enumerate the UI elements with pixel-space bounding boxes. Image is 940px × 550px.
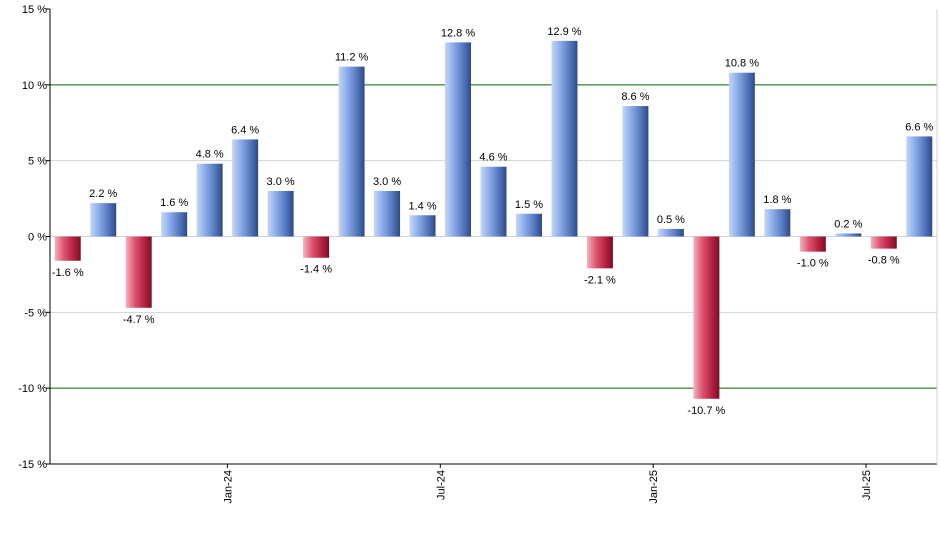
data-label-25: 6.6 %: [905, 121, 933, 133]
data-label-9: 11.2 %: [335, 52, 369, 64]
data-label-18: 0.5 %: [657, 214, 685, 226]
data-label-2: 2.2 %: [89, 188, 117, 200]
bar-20: [728, 72, 755, 237]
data-label-19: -10.7 %: [687, 405, 725, 417]
data-label-24: -0.8 %: [868, 255, 900, 267]
bar-16: [586, 236, 613, 269]
bar-3: [125, 236, 152, 308]
y-tick-label: -10 %: [18, 383, 47, 395]
bar-15: [551, 40, 578, 237]
x-tick-label: Jan-25: [648, 470, 660, 504]
bar-18: [657, 228, 684, 237]
data-label-3: -4.7 %: [123, 314, 155, 326]
bar-6: [232, 139, 259, 237]
bar-17: [622, 106, 649, 237]
bar-11: [409, 215, 436, 237]
bar-19: [693, 236, 720, 399]
y-tick-label: 15 %: [22, 4, 47, 16]
bar-10: [374, 191, 401, 237]
bar-2: [90, 203, 117, 237]
bars-layer: [54, 40, 933, 399]
x-tick-label: Jul-25: [861, 470, 873, 500]
data-label-1: -1.6 %: [52, 267, 84, 279]
data-label-17: 8.6 %: [621, 91, 649, 103]
bar-4: [161, 212, 188, 237]
bar-14: [515, 213, 542, 237]
axes-layer: 15 % 10 % 5 % 0 % -5 % -10 % -15 % Jan-24 Jul-24…: [18, 4, 938, 504]
bar-5: [196, 163, 223, 237]
data-label-20: 10.8 %: [725, 58, 759, 70]
y-tick-label: 0 %: [28, 232, 47, 244]
y-tick-label: -5 %: [24, 307, 47, 319]
bar-9: [338, 66, 365, 237]
y-tick-label: 10 %: [22, 80, 47, 92]
data-label-13: 4.6 %: [479, 152, 507, 164]
bar-7: [267, 191, 294, 237]
bar-22: [799, 236, 826, 252]
data-label-12: 12.8 %: [441, 27, 475, 39]
bar-12: [445, 42, 472, 237]
x-tick-label: Jul-24: [435, 470, 447, 500]
data-label-10: 3.0 %: [373, 176, 401, 188]
data-label-6: 6.4 %: [231, 124, 259, 136]
data-label-11: 1.4 %: [408, 200, 436, 212]
data-label-5: 4.8 %: [196, 149, 224, 161]
bar-25: [906, 136, 933, 237]
data-label-16: -2.1 %: [584, 274, 616, 286]
x-tick-label: Jan-24: [222, 470, 234, 504]
data-label-7: 3.0 %: [267, 176, 295, 188]
y-tick-label: -15 %: [18, 459, 47, 471]
data-label-4: 1.6 %: [160, 197, 188, 209]
bar-24: [870, 236, 897, 249]
bar-13: [480, 166, 507, 237]
data-label-14: 1.5 %: [515, 199, 543, 211]
y-tick-label: 5 %: [28, 156, 47, 168]
data-label-22: -1.0 %: [797, 258, 829, 270]
data-label-21: 1.8 %: [763, 194, 791, 206]
labels-layer: -1.6 % 2.2 % -4.7 % 1.6 % 4.8 % 6.4 % 3.0 % -1.…: [52, 26, 934, 417]
data-label-23: 0.2 %: [834, 218, 862, 230]
bar-21: [764, 209, 791, 237]
bar-23: [835, 233, 862, 237]
bar-1: [54, 236, 81, 261]
data-label-8: -1.4 %: [300, 264, 332, 276]
bar-8: [303, 236, 330, 258]
data-label-15: 12.9 %: [547, 26, 581, 38]
